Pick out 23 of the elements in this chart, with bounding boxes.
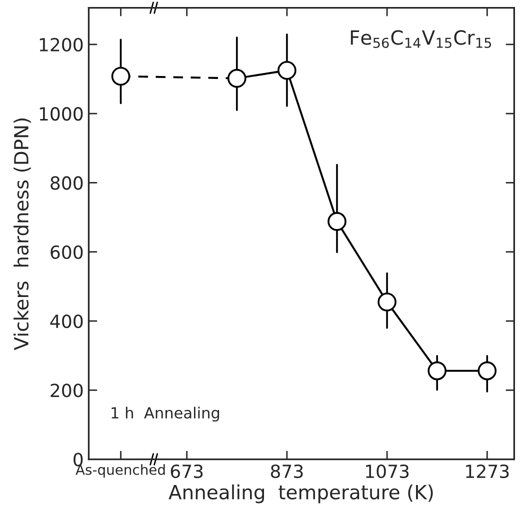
x-tick-label: 1273 [466, 464, 509, 478]
y-tick-label: 400 [50, 314, 83, 328]
x-tick-label: 1073 [366, 464, 409, 478]
x-tick-label: As-quenched [76, 464, 165, 478]
annotation: Fe$_{56}$C$_{14}$V$_{15}$Cr$_{15}$ [350, 30, 492, 48]
x-tick-label: 873 [270, 464, 303, 478]
point [328, 212, 346, 231]
point [278, 60, 296, 80]
point [227, 68, 246, 88]
point [378, 292, 396, 312]
y-tick-label: 600 [50, 245, 83, 259]
y-axis-title: Vickers hardness (DPN) [14, 118, 31, 350]
y-tick-label: 800 [50, 176, 83, 190]
x-axis-title: Annealing temperature (K) [168, 484, 433, 504]
y-tick-label: 1200 [40, 38, 83, 52]
annotation: 1 h Annealing [112, 406, 220, 422]
y-tick-label: 1000 [40, 107, 83, 121]
point [111, 66, 130, 86]
y-tick-label: 0 [74, 452, 83, 466]
x-tick-label: 673 [170, 464, 203, 478]
y-tick-label: 200 [50, 384, 83, 398]
point [478, 361, 497, 380]
point [428, 361, 446, 380]
